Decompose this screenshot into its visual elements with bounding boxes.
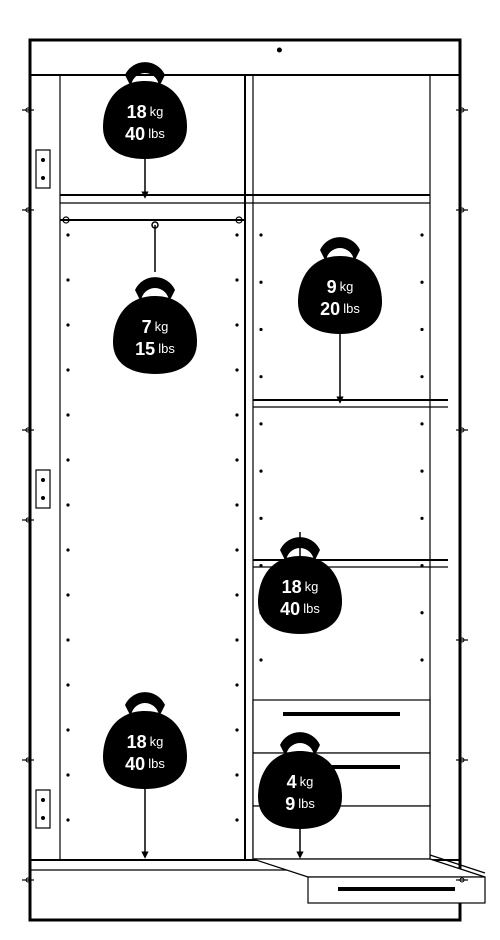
wardrobe-load-diagram: 18kg40lbs7kg15lbs9kg20lbs18kg40lbs18kg40…	[0, 0, 500, 940]
svg-text:4kg: 4kg	[287, 772, 314, 792]
wardrobe-structure	[22, 40, 485, 920]
svg-text:18kg: 18kg	[127, 732, 164, 752]
svg-text:18kg: 18kg	[127, 102, 164, 122]
svg-text:7kg: 7kg	[142, 317, 169, 337]
svg-text:18kg: 18kg	[282, 577, 319, 597]
svg-text:9lbs: 9lbs	[285, 794, 315, 814]
svg-text:9kg: 9kg	[327, 277, 354, 297]
